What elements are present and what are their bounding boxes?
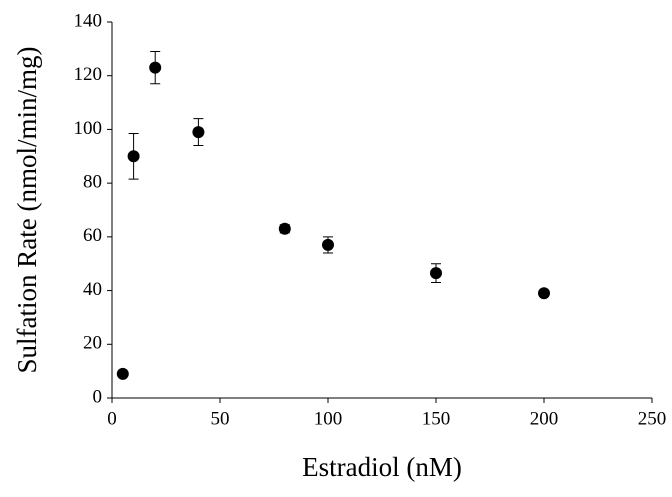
y-axis-title: Sulfation Rate (nmol/min/mg) xyxy=(12,47,42,374)
x-tick-label: 100 xyxy=(314,408,343,429)
data-point xyxy=(149,61,162,74)
x-tick-label: 200 xyxy=(530,408,559,429)
data-point xyxy=(127,150,140,163)
data-point xyxy=(322,238,334,251)
y-tick-label: 60 xyxy=(83,225,102,246)
x-axis-title: Estradiol (nM) xyxy=(302,452,462,482)
y-tick-label: 100 xyxy=(74,118,103,139)
data-point xyxy=(430,267,442,280)
data-point xyxy=(278,222,291,235)
x-tick-label: 0 xyxy=(107,408,117,429)
x-tick-label: 250 xyxy=(638,408,667,429)
x-tick-label: 50 xyxy=(211,408,230,429)
y-tick-label: 20 xyxy=(83,333,102,354)
y-tick-label: 40 xyxy=(83,279,102,300)
y-tick-label: 120 xyxy=(74,64,103,85)
data-point xyxy=(116,367,129,380)
y-tick-label: 80 xyxy=(83,172,102,193)
x-tick-label: 150 xyxy=(422,408,451,429)
data-point xyxy=(192,126,205,139)
y-tick-label: 0 xyxy=(93,386,103,407)
y-tick-label: 140 xyxy=(74,10,103,31)
data-point xyxy=(538,287,550,300)
